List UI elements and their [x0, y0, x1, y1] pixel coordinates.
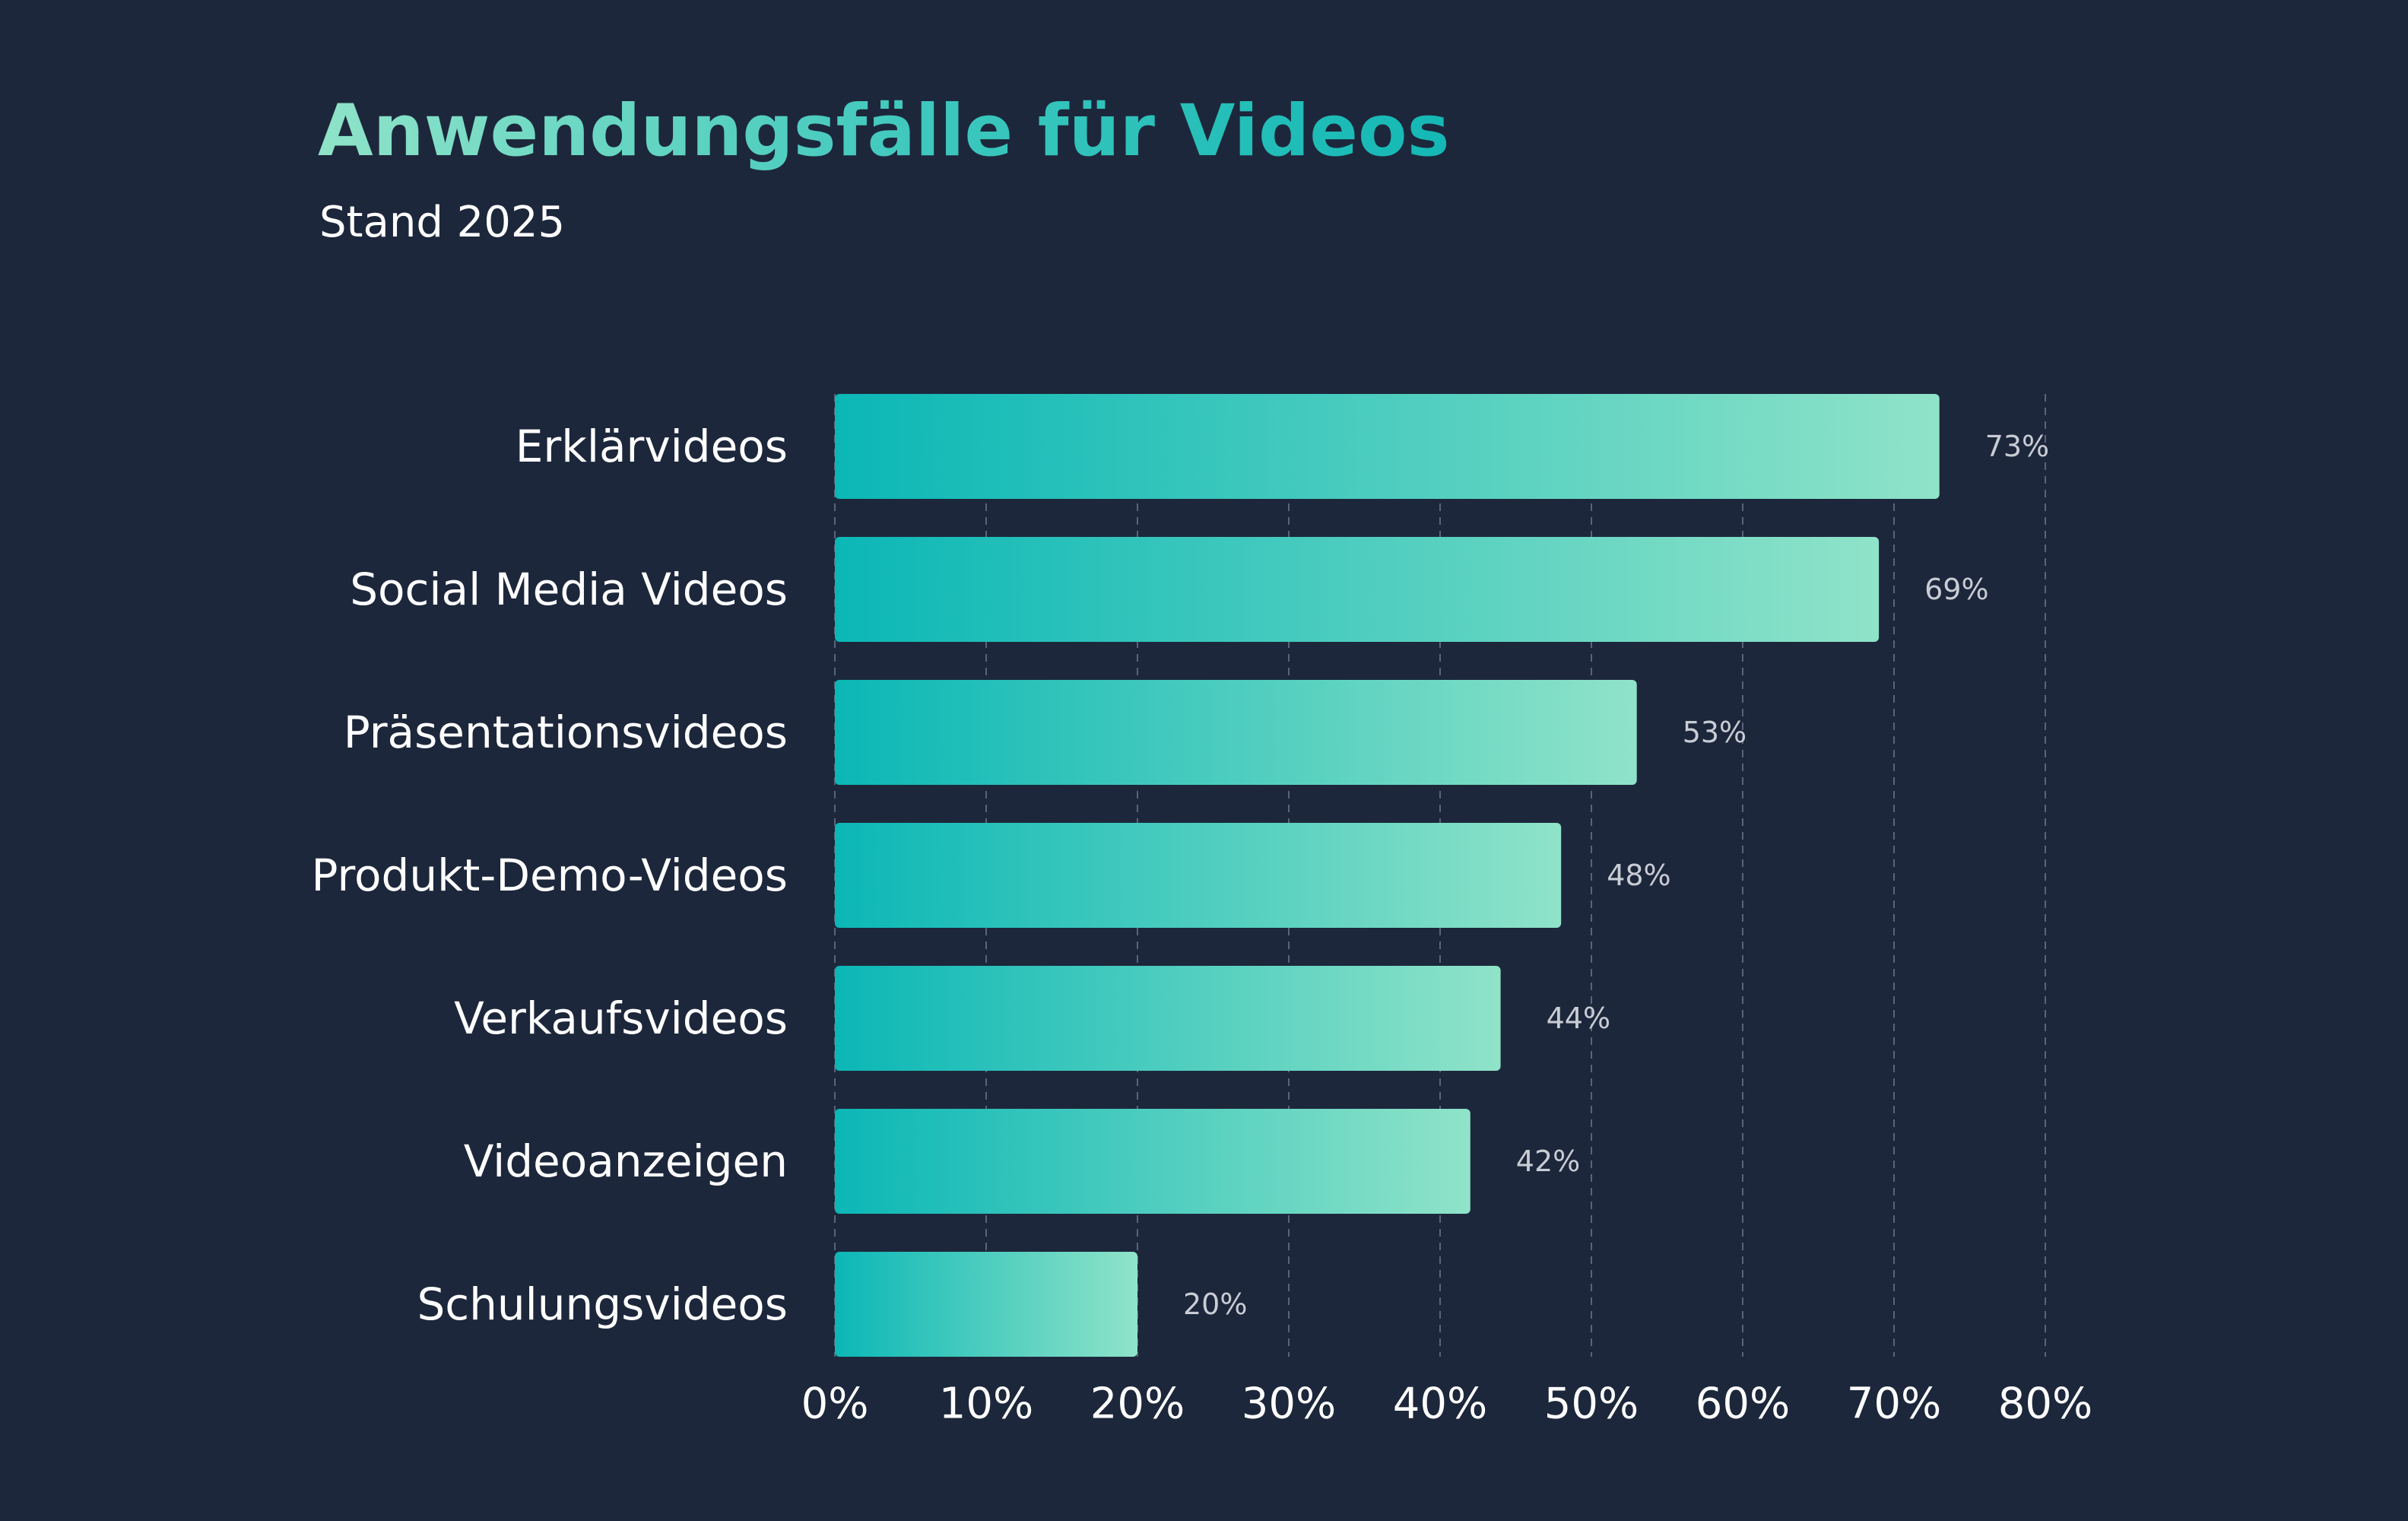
bar	[835, 537, 1880, 642]
category-label: Verkaufsvideos	[454, 992, 788, 1044]
x-tick-label: 40%	[1393, 1380, 1487, 1429]
x-tick-label: 60%	[1696, 1380, 1790, 1429]
category-label: Schulungsvideos	[417, 1278, 788, 1330]
value-label: 69%	[1924, 573, 1988, 606]
x-tick-label: 20%	[1090, 1380, 1185, 1429]
x-tick-label: 0%	[801, 1380, 869, 1429]
x-tick-label: 70%	[1847, 1380, 1941, 1429]
bar	[835, 823, 1562, 928]
x-tick-label: 10%	[939, 1380, 1033, 1429]
value-label: 48%	[1607, 859, 1670, 892]
chart-subtitle: Stand 2025	[319, 198, 566, 247]
value-label: 20%	[1183, 1288, 1247, 1321]
value-label: 73%	[1985, 430, 2049, 463]
category-label: Social Media Videos	[350, 564, 788, 615]
chart-title: Anwendungsfälle für Videos	[318, 82, 1450, 181]
bar	[835, 680, 1637, 785]
x-tick-label: 50%	[1544, 1380, 1639, 1429]
x-tick-label: 80%	[1998, 1380, 2092, 1429]
value-label: 42%	[1516, 1145, 1580, 1178]
category-label: Videoanzeigen	[464, 1135, 788, 1187]
category-label: Erklärvideos	[516, 421, 788, 472]
x-tick-label: 30%	[1242, 1380, 1336, 1429]
bar	[835, 1109, 1470, 1214]
category-label: Produkt-Demo-Videos	[311, 849, 788, 901]
category-label: Präsentationsvideos	[344, 707, 788, 758]
value-label: 53%	[1683, 716, 1747, 749]
bar	[835, 966, 1501, 1071]
bar	[835, 1252, 1137, 1357]
value-label: 44%	[1547, 1002, 1610, 1035]
bar	[835, 394, 1940, 499]
